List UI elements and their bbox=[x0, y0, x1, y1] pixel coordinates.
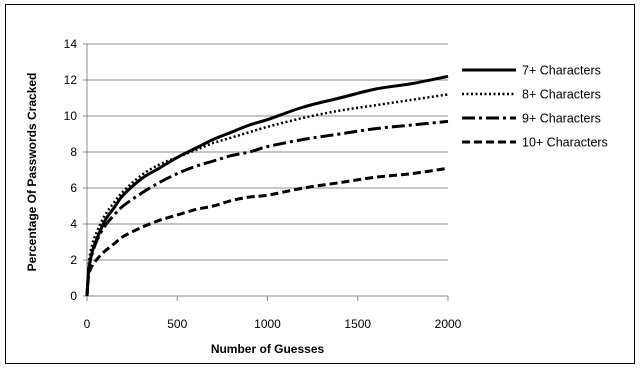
x-tick-label: 0 bbox=[84, 317, 91, 331]
y-tick-label: 12 bbox=[64, 73, 78, 87]
legend-label-4: 10+ Characters bbox=[522, 136, 608, 150]
y-tick-label: 10 bbox=[64, 109, 78, 123]
y-axis-title: Percentage Of Passwords Cracked bbox=[25, 73, 39, 272]
y-tick-labels: 0 2 4 6 8 10 12 14 bbox=[64, 37, 78, 303]
legend-label-3: 9+ Characters bbox=[522, 112, 601, 126]
series-line-1 bbox=[85, 74, 449, 297]
series-line-4 bbox=[85, 166, 449, 297]
y-tick-label: 8 bbox=[70, 145, 77, 159]
legend-label-1: 7+ Characters bbox=[522, 64, 601, 78]
x-tick-label: 2000 bbox=[435, 317, 462, 331]
legend-label-2: 8+ Characters bbox=[522, 88, 601, 102]
gridlines bbox=[87, 43, 448, 261]
series-line-2 bbox=[85, 93, 449, 297]
y-tick-label: 6 bbox=[70, 181, 77, 195]
y-tick-label: 2 bbox=[70, 253, 77, 267]
y-tick-label: 4 bbox=[70, 217, 77, 231]
x-axis-title: Number of Guesses bbox=[211, 342, 325, 356]
series-line-3 bbox=[85, 119, 449, 297]
x-tick-label: 500 bbox=[167, 317, 187, 331]
y-tick-label: 14 bbox=[64, 37, 78, 51]
x-tick-labels: 0 500 1000 1500 2000 bbox=[84, 317, 462, 331]
axes bbox=[83, 43, 449, 301]
x-tick-label: 1000 bbox=[254, 317, 281, 331]
series-lines bbox=[85, 74, 449, 297]
y-tick-label: 0 bbox=[70, 289, 77, 303]
x-tick-label: 1500 bbox=[344, 317, 371, 331]
legend: 7+ Characters 8+ Characters 9+ Characters 1… bbox=[462, 64, 608, 150]
